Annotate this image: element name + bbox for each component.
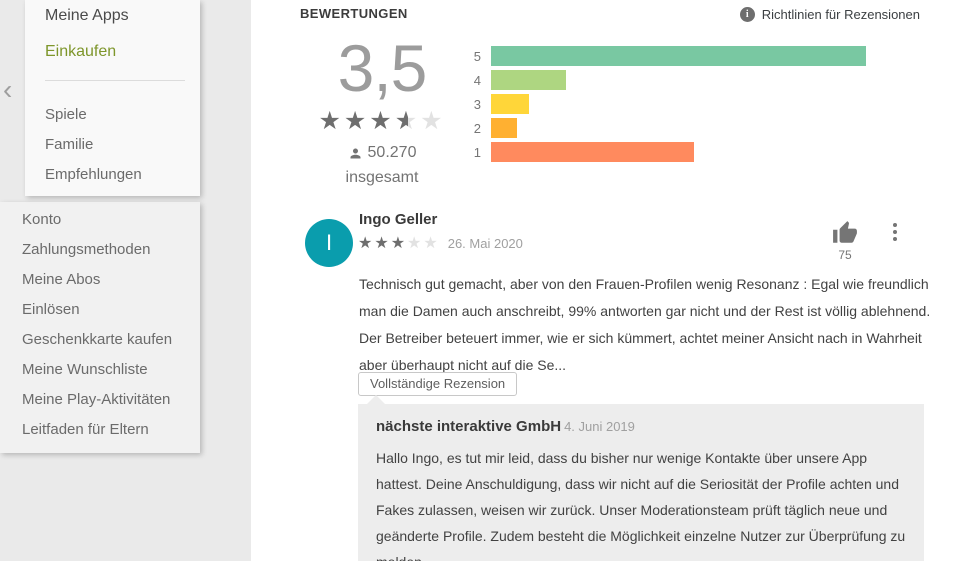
star-icon: ★: [374, 235, 391, 252]
rating-bar-5: [491, 46, 866, 66]
star-icon: ★: [369, 107, 395, 135]
sidebar-item-einkaufen-active[interactable]: Einkaufen: [45, 43, 117, 60]
histogram-row-1: 1: [449, 142, 866, 162]
rating-bar-4: [491, 70, 566, 90]
rating-histogram: 5 4 3 2 1: [449, 46, 866, 166]
sidebar-item-meine-apps[interactable]: Meine Apps: [45, 7, 129, 24]
person-icon: [350, 148, 361, 158]
histogram-row-5: 5: [449, 46, 866, 66]
policy-link-label: Richtlinien für Rezensionen: [761, 7, 920, 22]
review-author: Ingo Geller: [359, 211, 438, 228]
sidebar-item-konto[interactable]: Konto: [22, 211, 62, 228]
overflow-menu-icon[interactable]: [887, 222, 903, 249]
review-date: 26. Mai 2020: [447, 236, 523, 251]
sidebar-item-familie[interactable]: Familie: [45, 136, 94, 153]
reply-date: 4. Juni 2019: [564, 419, 635, 434]
half-star-icon: ★★: [394, 107, 421, 135]
reply-author: nächste interaktive GmbH: [376, 418, 562, 435]
review-text: Technisch gut gemacht, aber von den Frau…: [359, 276, 931, 373]
avatar: I: [305, 219, 353, 267]
rating-bar-1: [491, 142, 694, 162]
full-review-button[interactable]: Vollständige Rezension: [358, 372, 518, 396]
star-icon: ★: [343, 107, 370, 135]
sidebar-item-meine-wunschliste[interactable]: Meine Wunschliste: [22, 361, 148, 378]
reviews-section: BEWERTUNGEN i Richtlinien für Rezensione…: [251, 0, 960, 561]
star-icon: ★: [423, 235, 440, 252]
total-ratings-count: 50.270: [367, 144, 417, 161]
sidebar-item-spiele[interactable]: Spiele: [45, 106, 87, 123]
sidebar-item-geschenkkarte-kaufen[interactable]: Geschenkkarte kaufen: [22, 331, 173, 348]
average-stars: ★★★★★★: [301, 106, 463, 136]
sidebar-flyout-panel: Meine Apps Einkaufen Spiele Familie Empf…: [25, 0, 200, 196]
histogram-label: 3: [473, 96, 481, 112]
rating-bar-3: [491, 94, 529, 114]
star-icon: ★: [420, 107, 446, 135]
histogram-row-2: 2: [449, 118, 866, 138]
total-ratings: 50.270: [301, 144, 463, 162]
developer-reply: nächste interaktive GmbH 4. Juni 2019 Hal…: [358, 404, 924, 561]
star-icon: ★: [358, 235, 375, 252]
histogram-row-4: 4: [449, 70, 866, 90]
rating-bar-2: [491, 118, 517, 138]
star-icon: ★: [318, 107, 344, 135]
histogram-row-3: 3: [449, 94, 866, 114]
review-stars: ★★★★★ 26. Mai 2020: [358, 233, 523, 253]
chevron-left-icon[interactable]: ‹: [3, 74, 13, 105]
sidebar-menu-panel: Konto Zahlungsmethoden Meine Abos Einlös…: [0, 202, 200, 453]
review-policy-link[interactable]: i Richtlinien für Rezensionen: [739, 7, 920, 22]
thumbs-up-icon: [833, 221, 857, 243]
histogram-label: 5: [473, 48, 481, 64]
star-icon: ★: [407, 235, 424, 252]
sidebar-item-empfehlungen[interactable]: Empfehlungen: [45, 166, 142, 183]
histogram-label: 4: [473, 72, 481, 88]
sidebar-item-einloesen[interactable]: Einlösen: [22, 301, 80, 318]
star-icon: ★: [390, 235, 408, 252]
sidebar-divider: [45, 80, 185, 81]
helpful-count: 75: [838, 248, 852, 262]
histogram-label: 1: [473, 144, 481, 160]
sidebar-item-meine-play-aktivitaeten[interactable]: Meine Play-Aktivitäten: [22, 391, 171, 408]
sidebar-item-leitfaden-fuer-eltern[interactable]: Leitfaden für Eltern: [22, 421, 149, 438]
section-title: BEWERTUNGEN: [300, 6, 408, 21]
total-ratings-label: insgesamt: [345, 169, 419, 186]
reply-text: Hallo Ingo, es tut mir leid, dass du bis…: [376, 450, 906, 561]
sidebar-item-meine-abos[interactable]: Meine Abos: [22, 271, 101, 288]
info-icon: i: [739, 7, 755, 22]
reply-caret: [367, 395, 385, 404]
thumbs-up-button[interactable]: [832, 220, 858, 246]
histogram-label: 2: [473, 120, 481, 136]
average-rating: 3,5: [337, 31, 428, 105]
sidebar-item-zahlungsmethoden[interactable]: Zahlungsmethoden: [22, 241, 151, 258]
